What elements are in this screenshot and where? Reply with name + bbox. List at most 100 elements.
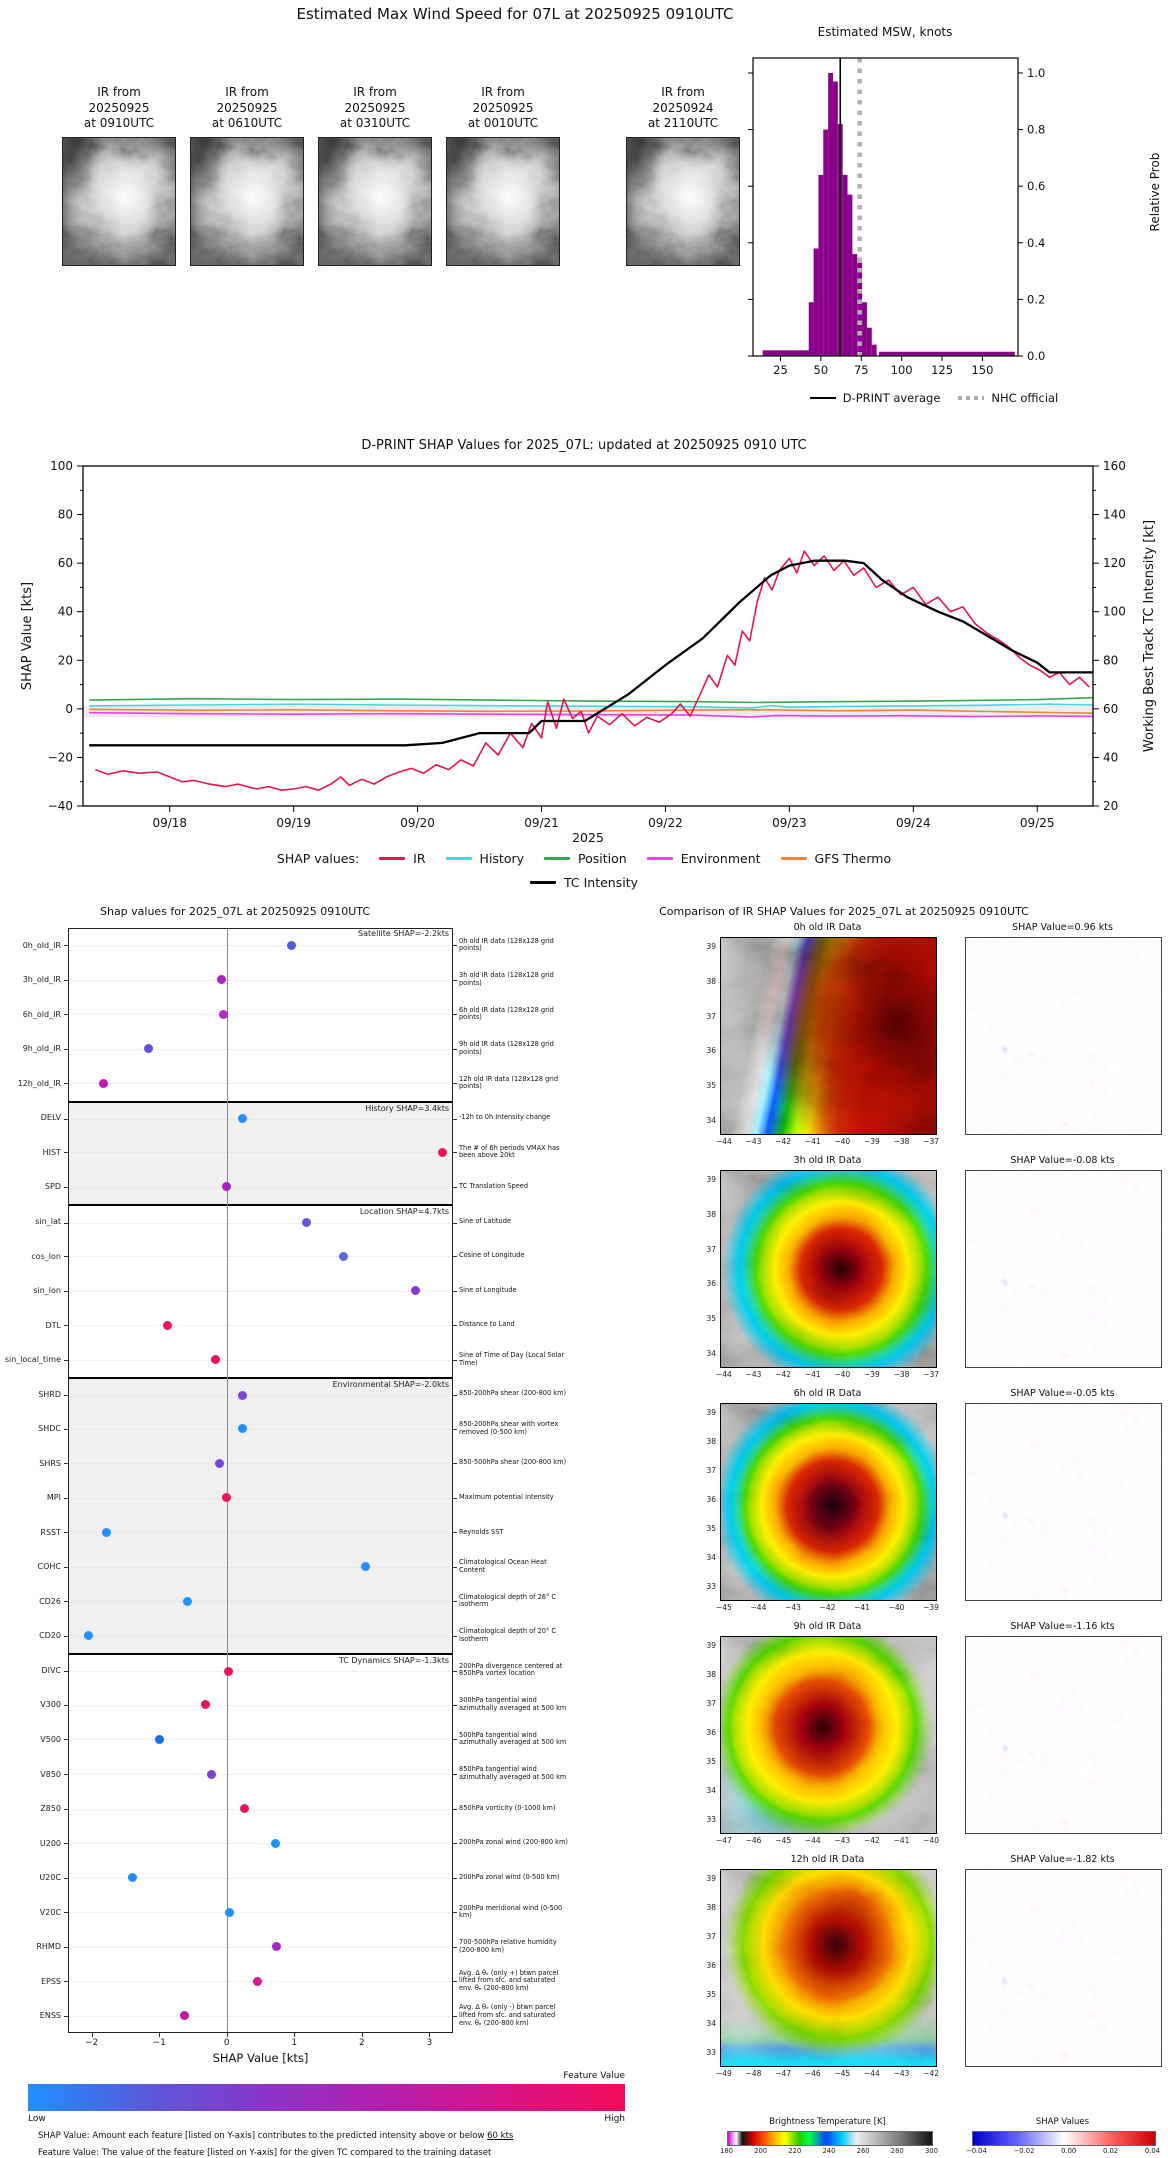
feature-description: Reynolds SST: [459, 1527, 504, 1536]
xaxis-tick-label: 3: [426, 2038, 433, 2048]
lon-tick-label: −46: [745, 1836, 762, 1845]
ir-thumbnail-label: IR from 20250924 at 2110UTC: [647, 85, 719, 131]
shap-colorbar-ticks: −0.04 −0.02 0.00 0.02 0.04: [966, 2147, 1160, 2155]
svg-text:75: 75: [854, 363, 869, 377]
row-gridline: [68, 1877, 453, 1879]
shap-dot: [180, 2011, 190, 2021]
cloud-blob: [447, 137, 559, 265]
legend-item-position: Position: [544, 851, 627, 866]
lat-tick-label: 39: [706, 942, 716, 951]
feature-description: 850-500hPa shear (200-800 km): [459, 1458, 567, 1467]
svg-text:09/22: 09/22: [648, 816, 683, 830]
feature-description: 850hPa tangential wind azimuthally avera…: [459, 1765, 567, 1782]
cloud-blob: [319, 137, 431, 265]
lat-tick-label: 37: [706, 1932, 716, 1941]
feature-label: 0h_old_IR: [22, 940, 61, 950]
shap-dot: [216, 975, 226, 985]
row-gridline: [68, 979, 453, 981]
row-gridline: [68, 1325, 453, 1327]
row-gridline: [68, 1671, 453, 1673]
ir-satellite-image: [318, 136, 432, 266]
ir-thumbnail: IR from 20250925 at 0010UTC: [446, 85, 560, 266]
lat-tick-label: 38: [706, 976, 716, 986]
bt-tick-label: 260: [856, 2147, 870, 2155]
lon-tick-label: −39: [923, 1603, 939, 1612]
feature-label: CD26: [39, 1596, 61, 1606]
feature-dot-cell: Satellite SHAP=-2.2kts: [64, 928, 457, 963]
svg-text:0.2: 0.2: [1027, 292, 1045, 306]
feature-description: Sine of Latitude: [459, 1216, 511, 1225]
feature-dot-cell: Environmental SHAP=-2.0kts: [64, 1376, 457, 1412]
row-gridline: [68, 1739, 453, 1741]
shap-footnote-underline: 60 kts: [487, 2131, 514, 2141]
feature-dot-cell: [64, 1307, 457, 1343]
lat-tick-label: 35: [706, 1757, 716, 1766]
feature-dot-cell: [64, 1031, 457, 1067]
bt-tick-label: 300: [924, 2147, 938, 2155]
feature-label: 6h_old_IR: [22, 1009, 61, 1019]
legend-item-tc-intensity: TC Intensity: [529, 875, 638, 890]
feature-dot-cell: [64, 1687, 457, 1723]
svg-text:09/25: 09/25: [1020, 816, 1055, 830]
row-gridline: [68, 1843, 453, 1845]
feature-dot-cell: [64, 1238, 457, 1274]
feature-dot-cell: [64, 1998, 457, 2033]
ir-map-title: 9h old IR Data: [793, 1621, 862, 1632]
shap-feature-row: RHMD 700-500hPa relative humidity (200-80…: [0, 1929, 580, 1964]
xaxis-tick: [294, 2033, 296, 2037]
feature-label: SHRS: [39, 1458, 61, 1468]
row-gridline: [68, 1290, 453, 1292]
shap-feature-row: MPI Maximum potential intensity: [0, 1480, 580, 1516]
row-gridline: [68, 1635, 453, 1637]
shap-dot: [207, 1769, 217, 1779]
svg-text:100: 100: [1103, 605, 1126, 619]
svg-text:20: 20: [58, 653, 73, 667]
feature-description: 500hPa tangential wind azimuthally avera…: [459, 1730, 567, 1747]
shap-dot: [215, 1458, 225, 1468]
lat-tick-label: 37: [706, 1466, 716, 1475]
lon-tick-label: −42: [775, 1370, 792, 1379]
lon-tick-label: −40: [923, 1836, 939, 1845]
svg-text:09/19: 09/19: [276, 816, 311, 830]
shap-feature-row: RSST Reynolds SST: [0, 1515, 580, 1550]
feature-dot-cell: [64, 1066, 457, 1101]
shap-dot: [211, 1355, 221, 1365]
lat-tick-label: 35: [706, 1314, 716, 1324]
row-gridline: [68, 1256, 453, 1258]
shap-dot: [143, 1044, 153, 1054]
feature-description: 0h old IR data (128x128 grid points): [459, 936, 554, 953]
timeseries-right-ylabel: Working Best Track TC Intensity [kt]: [1142, 519, 1157, 753]
svg-text:1.0: 1.0: [1027, 66, 1045, 80]
lon-tick-label: −40: [888, 1603, 905, 1612]
lat-tick-label: 33: [706, 2048, 716, 2057]
ir-satellite-image: [446, 136, 560, 266]
xaxis-tick: [91, 2033, 93, 2037]
feature-dot-cell: [64, 1756, 457, 1792]
feature-value-colorbar-title: Feature Value: [563, 2071, 625, 2081]
cloud-texture: [721, 938, 936, 1134]
svg-text:09/21: 09/21: [524, 816, 559, 830]
shap-feature-row: DIVC TC Dynamics SHAP=-1.3kts 200hPa diver…: [0, 1653, 580, 1688]
bt-colorbar-ticks: 180 200 220 240 260 280 300: [720, 2147, 938, 2155]
black-line-swatch: [809, 397, 836, 399]
shap-feature-row: 6h_old_IR 6h old IR data (128x128 grid po…: [0, 997, 580, 1032]
svg-text:09/23: 09/23: [772, 816, 807, 830]
lat-tick-label: 34: [706, 1116, 716, 1125]
shap-noise-texture: [966, 1870, 1161, 2066]
line-swatch: [544, 857, 571, 860]
feature-label: V20C: [39, 1907, 61, 1917]
shap-noise-texture: [966, 1171, 1161, 1367]
feature-description: 200hPa meridional wind (0-500 km): [459, 1903, 563, 1920]
lon-tick-label: −41: [854, 1603, 870, 1612]
shap-feature-row: Z850 850hPa vorticity (0-1000 km): [0, 1791, 580, 1826]
lat-tick-label: 39: [706, 1874, 716, 1883]
lon-tick-label: −37: [923, 1370, 939, 1379]
lat-tick-label: 34: [706, 1553, 716, 1562]
ir-brightness-map: [720, 1869, 937, 2067]
shap-feature-row: sin_local_time Sine of Time of Day (Local…: [0, 1342, 580, 1377]
xaxis-tick-label: −1: [152, 2038, 166, 2048]
ir-map-title: 12h old IR Data: [790, 1854, 865, 1865]
lon-tick-label: −41: [804, 1137, 821, 1146]
row-gridline: [68, 1566, 453, 1568]
svg-text:80: 80: [1103, 653, 1118, 667]
